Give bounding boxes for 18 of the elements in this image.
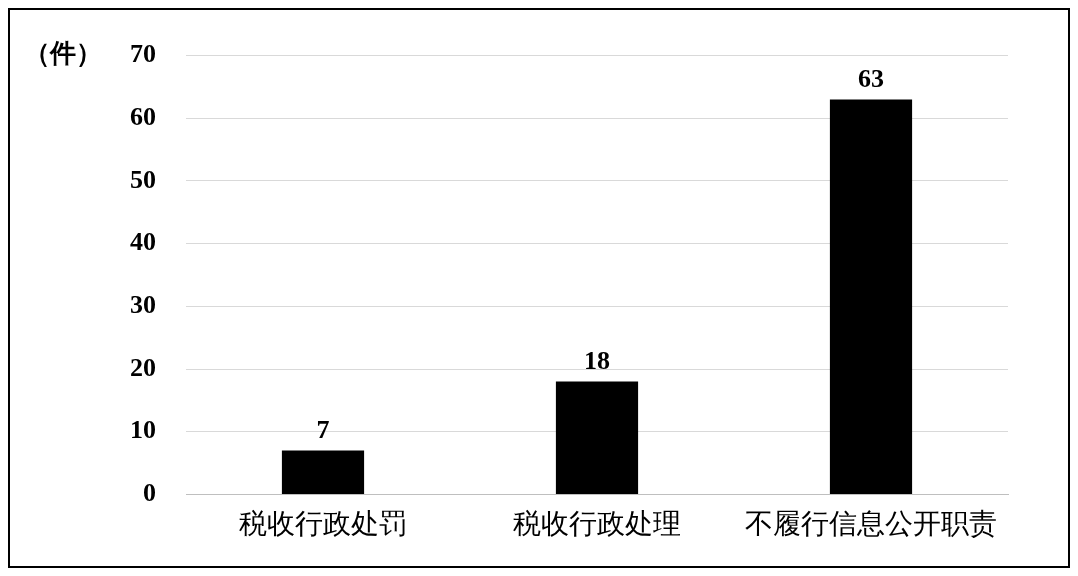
data-label: 18: [584, 346, 610, 376]
y-tick-label: 60: [130, 102, 156, 131]
y-tick-label: 20: [130, 352, 156, 382]
y-tick-label: 70: [130, 39, 156, 69]
x-tick-label: 税收行政处罚: [239, 507, 407, 539]
x-tick-label: 不履行信息公开职责: [745, 507, 997, 539]
y-axis-title: （件）: [24, 39, 102, 69]
data-label: 63: [858, 64, 884, 94]
y-tick-label: 50: [130, 164, 156, 194]
y-tick-label: 30: [130, 290, 156, 320]
y-tick-label: 0: [143, 478, 156, 508]
y-tick-label: 40: [130, 227, 156, 257]
x-tick-label: 税收行政处理: [513, 507, 681, 539]
y-tick-label: 10: [130, 415, 156, 445]
bar: [555, 381, 639, 494]
data-label: 7: [316, 415, 330, 445]
bar: [829, 99, 913, 494]
bar: [281, 450, 365, 494]
